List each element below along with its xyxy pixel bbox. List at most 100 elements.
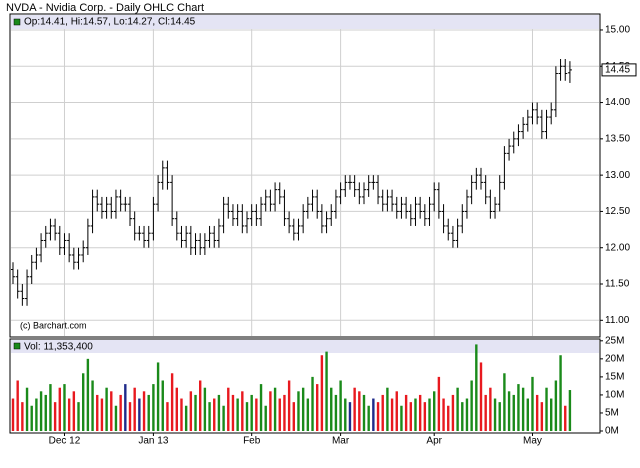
volume-bar [451,394,455,431]
volume-bar [255,398,258,431]
volume-bar [213,398,216,431]
volume-bar [456,387,459,431]
volume-bar [58,387,61,431]
legend-swatch [13,342,21,350]
watermark: (c) Barchart.com [20,320,87,330]
volume-bar [550,398,553,431]
volume-bar [531,376,534,431]
last-price-box [601,63,637,77]
y-tick-label: 11.00 [605,315,630,326]
volume-bar [348,402,352,431]
volume-bar [175,387,178,431]
volume-bar [208,402,211,431]
volume-bar [273,387,277,431]
x-tick-label: Mar [332,436,350,447]
price-legend-strip [11,15,599,29]
volume-bar [189,391,193,431]
volume-bar [133,387,136,431]
volume-bar [72,391,76,431]
volume-bar [35,398,38,431]
volume-bar [330,387,333,431]
volume-bar [147,394,150,431]
volume-bar [184,405,188,431]
volume-bar [11,398,15,431]
volume-bar [241,391,244,431]
volume-bar [503,373,506,431]
volume-bar [264,405,267,431]
volume-bar [152,384,155,431]
volume-bar [231,394,235,431]
volume-bar [390,398,394,431]
volume-bar [404,394,408,431]
volume-bar [203,387,207,431]
volume-bar [498,402,501,431]
volume-bar [376,402,380,431]
volume-legend-strip [11,340,599,353]
volume-bar [301,387,305,431]
y-tick-label: 15M [605,372,624,383]
legend-swatch [13,18,21,26]
volume-bar [142,391,146,431]
volume-bar [447,405,450,431]
volume-bar [433,391,436,431]
volume-bar [535,394,539,431]
volume-bar [166,402,169,431]
y-tick-label: 13.00 [605,170,630,181]
volume-bar [16,380,19,431]
volume-bar [339,380,342,431]
volume-bar [82,373,85,431]
volume-bar [395,391,398,431]
volume-bar [91,380,94,431]
x-tick-label: Jan 13 [138,436,168,447]
volume-bar [320,355,324,431]
volume-bar [138,398,141,431]
volume-bar [559,355,562,431]
volume-bar [199,380,202,431]
volume-bar [316,384,319,431]
volume-bar [372,398,375,431]
y-tick-label: 15.00 [605,25,630,36]
volume-bar [283,394,286,431]
y-tick-label: 11.50 [605,279,630,290]
volume-bar [526,398,529,431]
volume-bar [358,391,361,431]
y-tick-label: 25M [605,335,624,346]
volume-bar [461,402,464,431]
volume-bar [475,344,478,431]
volume-bar [67,398,71,431]
x-tick-label: Apr [426,436,442,447]
volume-bar [470,380,473,431]
volume-bar [77,402,80,431]
volume-bar [409,402,412,431]
volume-bar [362,394,366,431]
volume-bar [53,402,57,431]
volume-bar [325,351,328,431]
volume-bar [306,398,310,431]
volume-bar [105,387,108,431]
volume-bar [489,387,492,431]
volume-bar [194,394,197,431]
chart-title: NVDA - Nvidia Corp. - Daily OHLC Chart [6,2,204,14]
volume-bar [493,398,497,431]
volume-bar [259,384,263,431]
volume-bar [507,391,511,431]
volume-bar [217,394,221,431]
volume-bar [63,384,66,431]
volume-bar [442,398,445,431]
volume-bar [156,362,160,431]
volume-bar [465,398,469,431]
price-legend: Op:14.41, Hi:14.57, Lo:14.27, Cl:14.45 [24,17,196,28]
volume-bar [386,387,389,431]
volume-bar [21,402,24,431]
volume-bar [484,394,487,431]
volume-bar [428,398,431,431]
volume-bar [414,398,417,431]
volume-bar [423,402,427,431]
y-tick-label: 0M [605,426,619,437]
x-tick-label: May [523,436,542,447]
volume-bar [292,402,295,431]
volume-bar [381,394,384,431]
volume-panel [9,338,601,434]
volume-bar [287,380,291,431]
y-tick-label: 13.50 [605,133,630,144]
